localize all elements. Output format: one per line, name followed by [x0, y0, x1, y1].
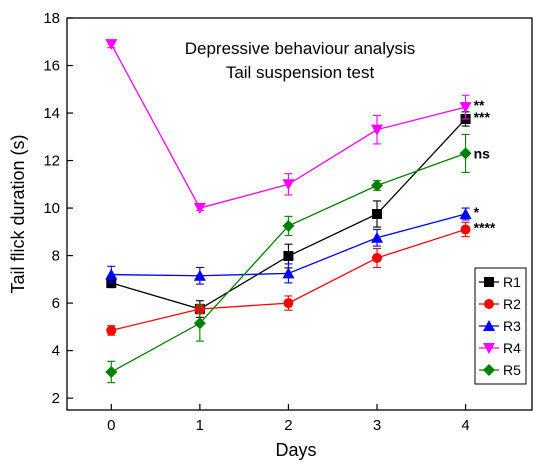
point-r1 [283, 251, 294, 262]
y-tick-label: 12 [43, 153, 60, 170]
x-tick-label: 4 [461, 417, 469, 434]
series-r2: **** [106, 219, 496, 336]
point-r3 [282, 267, 295, 279]
point-r3 [193, 269, 206, 281]
y-tick-label: 4 [52, 343, 60, 360]
x-tick-label: 2 [284, 417, 292, 434]
legend-marker-r5 [483, 364, 495, 376]
series-r4: ** [105, 39, 485, 215]
y-axis-title: Tail flick duration (s) [8, 134, 28, 293]
point-r1 [372, 209, 382, 219]
legend-marker-r2 [484, 299, 494, 309]
legend-label-r2: R2 [503, 296, 521, 312]
point-r2 [283, 298, 294, 309]
chart-title-line-1: Depressive behaviour analysis [185, 39, 416, 58]
legend-label-r3: R3 [503, 318, 521, 334]
point-r4 [193, 203, 206, 215]
point-r3 [105, 268, 118, 280]
point-r5 [282, 219, 295, 232]
point-r2 [460, 224, 471, 235]
x-axis-title: Days [275, 440, 316, 460]
significance-label-r4: ** [474, 97, 485, 113]
legend-label-r5: R5 [503, 362, 521, 378]
y-tick-label: 10 [43, 200, 60, 217]
significance-label-r1: *** [474, 109, 491, 125]
series-r3: * [105, 204, 480, 285]
x-tick-label: 3 [373, 417, 381, 434]
y-tick-label: 8 [52, 248, 60, 265]
point-r3 [459, 208, 472, 219]
point-r4 [371, 124, 383, 136]
point-r2 [106, 325, 117, 336]
legend: R1 R2 R3 R4 R5 [474, 267, 527, 385]
legend-marker-r1 [484, 277, 494, 287]
significance-label-r3: * [474, 204, 480, 220]
y-tick-label: 2 [52, 390, 60, 407]
y-tick-label: 16 [43, 58, 60, 75]
point-r2 [372, 252, 382, 263]
y-tick-label: 14 [43, 105, 60, 122]
x-tick-label: 1 [196, 417, 204, 434]
point-r4 [105, 39, 118, 51]
chart-title-line-2: Tail suspension test [226, 63, 375, 82]
x-tick-label: 0 [107, 417, 115, 434]
point-r5 [371, 179, 383, 192]
point-r5 [459, 147, 472, 160]
legend-label-r1: R1 [503, 274, 521, 290]
series-r5: ns [105, 133, 491, 384]
point-r4 [282, 179, 295, 191]
series-layer: **********ns [105, 39, 496, 384]
y-tick-label: 6 [52, 295, 60, 312]
significance-label-r5: ns [474, 145, 491, 161]
legend-marker-r4 [483, 343, 495, 354]
legend-marker-r3 [483, 320, 495, 331]
point-r4 [459, 102, 472, 114]
legend-label-r4: R4 [503, 340, 521, 356]
point-r3 [371, 231, 383, 243]
y-tick-label: 18 [43, 10, 60, 27]
point-r5 [193, 317, 206, 330]
plot-frame [66, 17, 533, 411]
point-r5 [105, 365, 118, 378]
significance-label-r2: **** [474, 219, 496, 235]
